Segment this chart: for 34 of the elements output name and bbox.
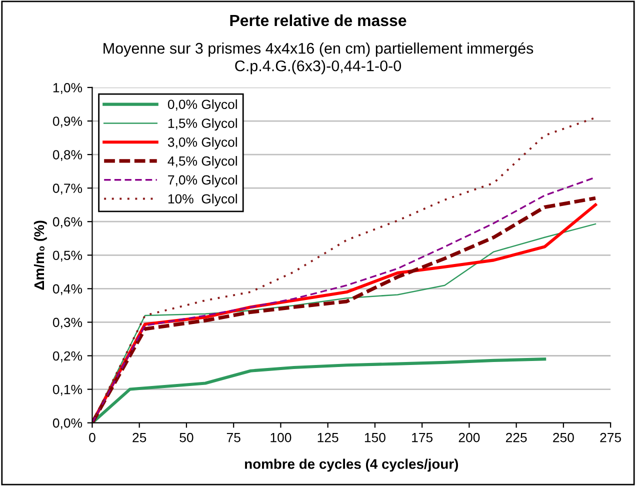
chart-title: Perte relative de masse: [230, 14, 406, 26]
legend-label: 4,5% Glycol: [168, 156, 237, 168]
chart-subtitle: Moyenne sur 3 prismes 4x4x16 (en cm) partiellement immergés C.p.4.G.(6x3)-0,44-1-0-0: [104, 42, 534, 74]
x-tick-label: 175: [412, 433, 433, 442]
x-tick-label: 125: [318, 432, 338, 442]
x-tick-label: 100: [270, 432, 292, 442]
x-tick-label: 50: [180, 432, 194, 442]
x-tick-label: 200: [458, 432, 480, 442]
y-tick-label: 0,5%: [52, 250, 82, 262]
x-tick-label: 75: [226, 433, 240, 442]
x-tick-label: 225: [506, 432, 527, 442]
x-tick-label: 150: [364, 432, 386, 442]
y-tick-label: 0,7%: [52, 184, 82, 195]
legend-label: 7,0% Glycol: [168, 174, 237, 188]
y-tick-label: 0,8%: [52, 150, 82, 162]
y-tick-label: 0,4%: [52, 284, 82, 296]
legend-label: 1,5% Glycol: [168, 118, 237, 131]
y-tick-label: 0,1%: [52, 384, 82, 396]
x-tick-label: 275: [600, 432, 622, 442]
line-series: [92, 116, 596, 423]
x-tick-label: 250: [553, 432, 574, 442]
legend-label: 10% Glycol: [168, 194, 237, 206]
legend-label: 3,0% Glycol: [168, 137, 237, 150]
y-tick-label: 0,2%: [52, 351, 82, 362]
x-tick-label: 25: [132, 432, 146, 442]
legend-label: 0,0% Glycol: [168, 99, 237, 112]
x-tick-label: 0: [89, 432, 96, 442]
y-tick-label: 0,3%: [52, 318, 82, 329]
x-axis-title: nombre de cycles (4 cycles/jour): [245, 458, 458, 472]
y-tick-label: 0,0%: [52, 418, 82, 430]
y-tick-label: 0,6%: [52, 217, 82, 228]
y-tick-label: 1,0%: [53, 83, 82, 94]
y-tick-label: 0,9%: [52, 116, 82, 128]
y-axis-title: Δm/m₀ (%): [34, 220, 47, 290]
